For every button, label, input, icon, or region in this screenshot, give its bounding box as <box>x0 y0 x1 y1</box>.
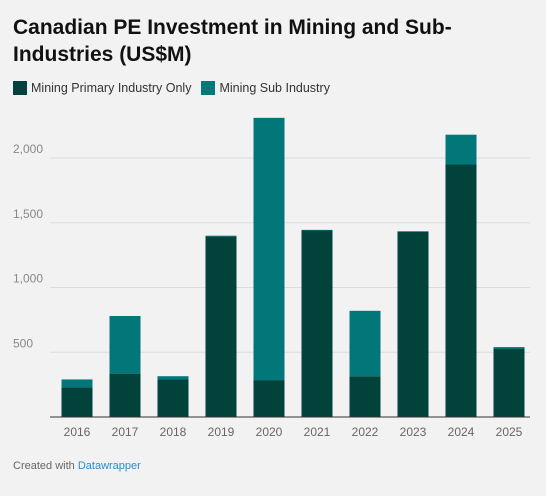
bar-primary-2022[interactable] <box>349 376 381 417</box>
y-tick-label: 2,000 <box>13 142 43 156</box>
y-tick-label: 500 <box>13 336 33 350</box>
credit-prefix: Created with <box>13 460 75 472</box>
bar-sub-2025[interactable] <box>493 347 525 350</box>
bar-primary-2025[interactable] <box>493 349 525 417</box>
bar-sub-2020[interactable] <box>253 117 285 381</box>
legend-item-sub: Mining Sub Industry <box>201 81 330 95</box>
bar-primary-2017[interactable] <box>109 373 141 417</box>
bar-primary-2016[interactable] <box>61 387 93 417</box>
x-tick-label: 2022 <box>352 425 379 439</box>
bar-primary-2021[interactable] <box>301 230 333 417</box>
bar-sub-2018[interactable] <box>157 376 189 380</box>
legend-swatch-primary <box>13 81 27 95</box>
legend-item-primary: Mining Primary Industry Only <box>13 81 191 95</box>
bar-sub-2024[interactable] <box>445 134 477 165</box>
bar-sub-2022[interactable] <box>349 310 381 377</box>
x-tick-label: 2016 <box>64 425 91 439</box>
bar-primary-2024[interactable] <box>445 164 477 417</box>
chart-title: Canadian PE Investment in Mining and Sub… <box>13 16 452 66</box>
x-tick-label: 2017 <box>112 425 139 439</box>
y-tick-label: 1,000 <box>13 272 43 286</box>
legend-swatch-sub <box>201 81 216 95</box>
bar-sub-2016[interactable] <box>61 379 93 388</box>
bar-sub-2023[interactable] <box>397 231 429 232</box>
x-tick-label: 2024 <box>448 425 475 439</box>
x-tick-label: 2023 <box>400 425 427 439</box>
legend-label-sub: Mining Sub Industry <box>219 81 330 95</box>
bar-sub-2017[interactable] <box>109 315 141 374</box>
legend: Mining Primary Industry Only Mining Sub … <box>13 81 340 95</box>
bar-primary-2018[interactable] <box>157 379 189 417</box>
bar-sub-2021[interactable] <box>301 229 333 231</box>
credit-line: Created with Datawrapper <box>13 460 141 472</box>
x-tick-label: 2021 <box>304 425 331 439</box>
x-tick-label: 2019 <box>208 425 235 439</box>
datawrapper-link[interactable]: Datawrapper <box>77 460 141 472</box>
legend-label-primary: Mining Primary Industry Only <box>31 81 192 95</box>
y-tick-label: 1,500 <box>13 207 43 221</box>
x-tick-label: 2020 <box>256 425 283 439</box>
x-tick-label: 2025 <box>496 425 523 439</box>
bar-primary-2020[interactable] <box>253 380 285 417</box>
bar-primary-2023[interactable] <box>397 231 429 417</box>
x-tick-label: 2018 <box>160 425 187 439</box>
bar-sub-2019[interactable] <box>205 235 237 237</box>
bar-primary-2019[interactable] <box>205 236 237 417</box>
